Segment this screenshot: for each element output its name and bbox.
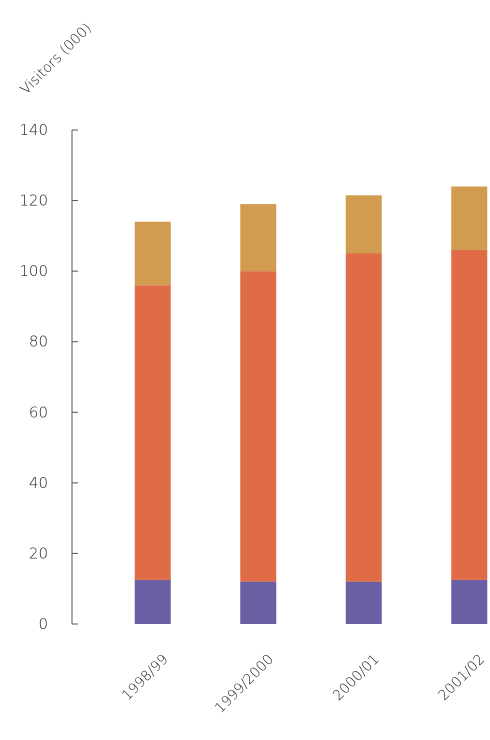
y-tick-label: 20: [29, 544, 48, 562]
bar-segment-1: [240, 581, 277, 624]
bar-segment-2: [240, 271, 277, 582]
bar-segment-2: [345, 253, 382, 582]
y-tick-label: 0: [38, 615, 48, 633]
y-axis-label: Visitors (000): [18, 20, 95, 97]
bars: [134, 186, 488, 624]
bar-segment-1: [451, 579, 488, 624]
y-tick-label: 120: [19, 192, 48, 210]
bar-segment-3: [451, 186, 488, 250]
y-tick-label: 60: [29, 403, 48, 421]
x-axis: 1998/99 1999/2000 2000/01 2001/02: [119, 652, 488, 717]
bar-segment-3: [240, 204, 277, 272]
x-tick-label: 2001/02: [436, 652, 488, 704]
x-tick-label: 2000/01: [330, 652, 382, 704]
bar-segment-3: [345, 195, 382, 254]
y-tick-label: 40: [29, 474, 48, 492]
y-tick-label: 80: [29, 333, 48, 351]
bar-segment-1: [134, 579, 171, 624]
bar-segment-3: [134, 221, 171, 286]
y-axis: 0 20 40 60 80 100 120 140: [19, 121, 78, 633]
x-tick-label: 1998/99: [119, 652, 171, 704]
bar-segment-1: [345, 581, 382, 624]
y-tick-label: 100: [19, 262, 48, 280]
bar-segment-2: [451, 249, 488, 580]
x-tick-label: 1999/2000: [212, 652, 277, 717]
y-tick-label: 140: [19, 121, 48, 139]
bar-segment-2: [134, 285, 171, 580]
